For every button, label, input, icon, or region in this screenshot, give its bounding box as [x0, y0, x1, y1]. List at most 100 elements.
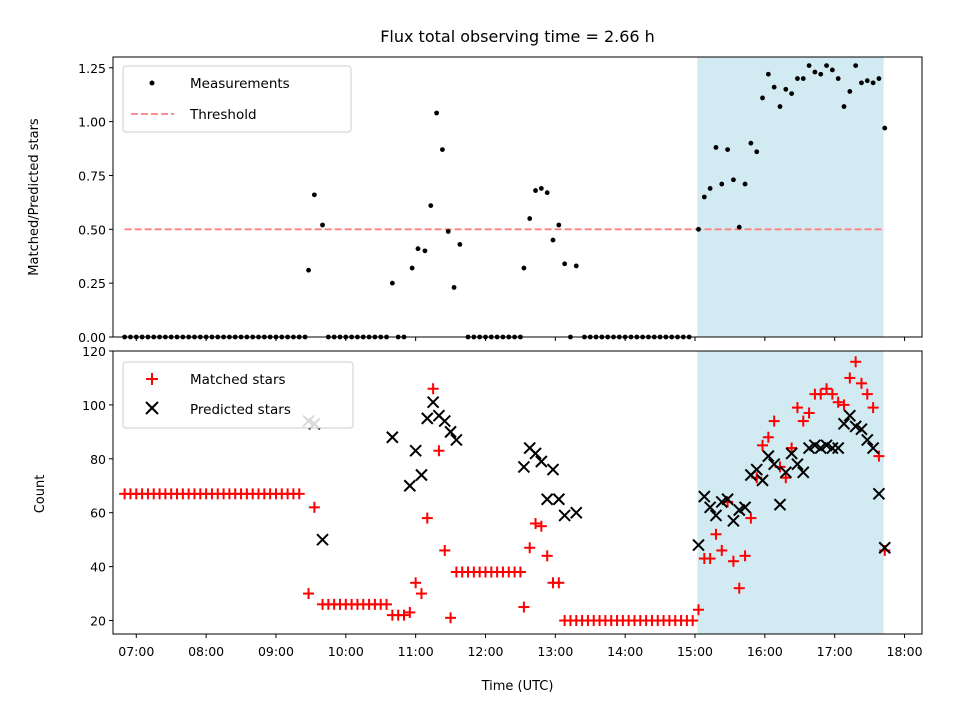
measurement-point	[870, 80, 876, 86]
top-y-tick-label: 1.00	[78, 115, 106, 130]
predicted-star-point	[878, 541, 891, 554]
bottom-y-tick-label: 120	[82, 344, 106, 359]
matched-star-point	[791, 402, 803, 414]
matched-star-point	[524, 542, 536, 554]
matched-star-point	[739, 550, 751, 562]
matched-star-point	[786, 442, 798, 454]
matched-star-point	[410, 577, 422, 589]
matched-star-point	[293, 488, 305, 500]
matched-star-point	[826, 388, 838, 400]
bottom-x-ticks: 07:00 08:00 09:00 10:00 11:00 12:00 13:00 14:00…	[118, 634, 923, 659]
legend-marker-matched	[146, 373, 158, 385]
measurement-point	[320, 222, 325, 228]
predicted-star-point	[450, 433, 463, 447]
measurement-point	[731, 177, 736, 183]
measurement-point	[760, 95, 765, 101]
matched-star-point	[815, 388, 827, 400]
predicted-star-points	[302, 396, 891, 554]
predicted-star-point	[558, 509, 571, 522]
matched-star-point	[421, 512, 433, 524]
bottom-legend-box	[122, 361, 354, 429]
bottom-y-axis-label: Count	[33, 475, 48, 514]
matched-star-point	[553, 577, 565, 589]
predicted-star-point	[738, 501, 752, 514]
predicted-star-point	[438, 414, 451, 428]
measurement-point	[824, 63, 829, 69]
measurement-point	[562, 261, 568, 267]
predicted-star-point	[797, 466, 810, 479]
measurement-point	[440, 147, 445, 153]
matched-star-point	[433, 445, 445, 457]
predicted-star-point	[517, 460, 531, 474]
predicted-star-point	[767, 457, 781, 471]
measurement-point	[765, 71, 771, 77]
predicted-star-point	[843, 409, 857, 422]
measurement-point	[748, 140, 754, 146]
bottom-y-tick-label: 20	[90, 614, 106, 629]
top-panel: 0.00 0.25 0.50 0.75 1.00 1.25 Flux total obse…	[27, 27, 923, 345]
top-y-axis-label: Matched/Predicted stars	[27, 118, 42, 276]
matched-star-point	[762, 431, 774, 443]
predicted-star-point	[872, 487, 886, 501]
matched-star-point	[850, 356, 862, 368]
top-legend-box	[122, 65, 352, 133]
matched-star-point	[445, 612, 457, 624]
bottom-shaded-region	[697, 351, 884, 634]
bottom-y-tick-label: 40	[90, 560, 106, 575]
measurement-point	[829, 67, 835, 73]
bottom-y-tick-label: 100	[82, 398, 106, 413]
x-tick-label: 08:00	[188, 644, 224, 659]
measurement-point	[533, 188, 538, 193]
measurement-point	[707, 185, 713, 191]
top-legend: Measurements Threshold	[122, 65, 352, 133]
legend-label-threshold: Threshold	[189, 107, 257, 123]
measurement-point	[777, 104, 783, 109]
measurement-point	[859, 80, 864, 86]
matched-star-point	[838, 399, 850, 411]
predicted-star-point	[709, 509, 723, 522]
x-tick-label: 17:00	[817, 644, 853, 659]
predicted-star-point	[535, 455, 548, 468]
measurement-point	[713, 145, 719, 150]
predicted-star-point	[409, 444, 422, 457]
predicted-star-point	[762, 449, 775, 463]
measurement-point	[736, 224, 742, 230]
x-tick-label: 10:00	[328, 644, 364, 659]
predicted-star-point	[692, 538, 705, 552]
measurement-point	[701, 194, 707, 200]
measurement-point	[556, 222, 562, 228]
measurement-point	[789, 91, 795, 97]
matched-star-point	[687, 615, 699, 627]
measurement-point	[428, 203, 434, 209]
top-y-tick-label: 0.00	[78, 330, 106, 345]
x-tick-label: 15:00	[677, 644, 713, 659]
top-shaded-region	[697, 57, 884, 337]
matched-star-point	[704, 553, 716, 565]
predicted-star-point	[552, 493, 566, 506]
predicted-star-point	[540, 493, 554, 506]
matched-star-point	[832, 396, 844, 408]
matched-star-point	[404, 606, 416, 618]
matched-star-point	[745, 512, 757, 524]
matched-star-point	[768, 415, 780, 427]
predicted-star-point	[855, 422, 868, 436]
x-tick-label: 11:00	[398, 644, 434, 659]
measurement-point	[812, 69, 818, 75]
measurement-point	[806, 63, 812, 69]
matched-star-point	[867, 402, 879, 414]
predicted-star-point	[386, 431, 399, 444]
matched-star-point	[821, 383, 833, 395]
predicted-star-point	[444, 425, 457, 439]
measurement-point	[573, 263, 579, 269]
measurement-point	[311, 192, 317, 198]
measurement-point	[521, 265, 527, 271]
measurement-point	[795, 76, 800, 81]
matched-star-point	[535, 520, 547, 532]
matched-star-point	[381, 598, 393, 610]
matched-star-point	[797, 415, 809, 427]
x-tick-label: 13:00	[537, 644, 573, 659]
legend-marker-predicted	[145, 401, 159, 415]
matched-star-point	[514, 566, 526, 578]
top-y-tick-label: 0.50	[78, 222, 106, 237]
